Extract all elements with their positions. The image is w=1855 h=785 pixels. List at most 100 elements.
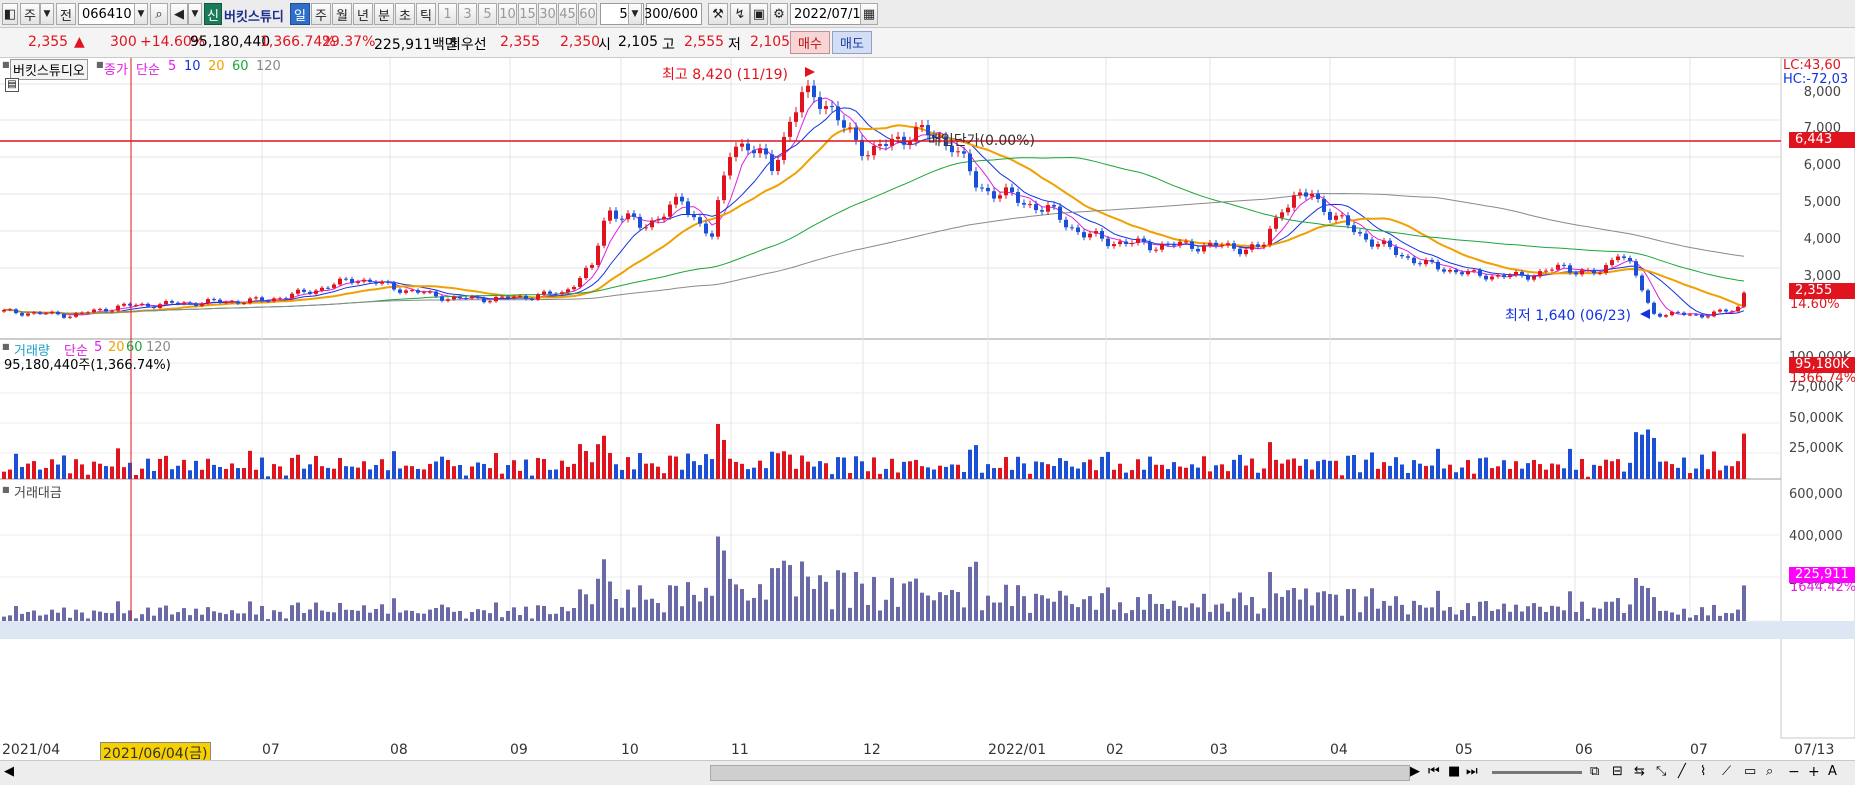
tab-second[interactable]: 초 xyxy=(395,3,415,25)
stop-icon[interactable]: ■ xyxy=(1448,764,1461,779)
trend-icon[interactable]: ⤡ xyxy=(1656,764,1667,779)
candle-body-139 xyxy=(836,106,840,121)
amount-bar-286 xyxy=(1718,615,1722,621)
x-label-10: 10 xyxy=(621,742,639,758)
volume-bar-181 xyxy=(1088,459,1092,479)
volume-bar-187 xyxy=(1124,472,1128,479)
table-toggle-icon[interactable]: ▤ xyxy=(5,78,19,92)
volume-bar-233 xyxy=(1400,464,1404,479)
forward-icon[interactable]: ⏭ xyxy=(1466,764,1478,779)
volume-bar-279 xyxy=(1676,467,1680,479)
candle-body-114 xyxy=(686,201,690,215)
candle-body-111 xyxy=(668,204,672,217)
tab-day[interactable]: 일 xyxy=(290,3,310,25)
calendar-icon[interactable]: ▦ xyxy=(860,3,878,25)
candle-body-89 xyxy=(536,294,540,300)
interval-1[interactable]: 1 xyxy=(438,3,457,25)
volume-bar-120 xyxy=(722,440,726,479)
zoom-out-icon[interactable]: − xyxy=(1788,764,1800,780)
candle-body-280 xyxy=(1682,312,1686,315)
price-panel-title[interactable]: 버킷스튜디오 xyxy=(10,59,88,80)
chart-canvas[interactable] xyxy=(0,58,1855,760)
auto-icon[interactable]: A xyxy=(1828,764,1837,779)
speed-slider[interactable] xyxy=(1492,771,1582,774)
interval-3[interactable]: 3 xyxy=(458,3,477,25)
amount-bar-110 xyxy=(662,612,666,621)
speaker-icon[interactable]: ◀ xyxy=(170,3,188,25)
fan-icon[interactable]: ⟋ xyxy=(1722,764,1732,779)
indicator-icon[interactable]: ⚒ xyxy=(708,3,728,25)
volume-bar-168 xyxy=(1010,469,1014,479)
volume-bar-115 xyxy=(692,461,696,479)
amount-bar-207 xyxy=(1244,605,1248,621)
volume-bar-48 xyxy=(290,457,294,479)
draw-tool-icon[interactable]: ↯ xyxy=(730,3,750,25)
zoom-in-icon[interactable]: + xyxy=(1808,764,1820,780)
speaker-dropdown-icon[interactable]: ▼ xyxy=(188,3,202,25)
amount-bar-14 xyxy=(86,618,90,621)
period-button[interactable]: 주 xyxy=(20,3,40,25)
scroll-thumb[interactable] xyxy=(710,765,1410,781)
save-icon[interactable]: ▣ xyxy=(750,3,768,25)
compare-icon[interactable]: ⇆ xyxy=(1634,764,1645,779)
interval-10[interactable]: 10 xyxy=(498,3,517,25)
zoom-search-icon[interactable]: ⌕ xyxy=(1766,764,1774,779)
rewind-icon[interactable]: ⏮ xyxy=(1428,764,1440,779)
volume-bar-171 xyxy=(1028,473,1032,479)
candle-body-109 xyxy=(656,219,660,221)
volume-title[interactable]: 거래량 xyxy=(14,344,50,359)
amount-handle-icon[interactable]: ■ xyxy=(2,485,10,494)
prev-button[interactable]: 전 xyxy=(56,3,76,25)
pattern-icon[interactable]: ⌇ xyxy=(1700,764,1707,779)
sell-button[interactable]: 매도 xyxy=(832,31,872,54)
amount-bar-203 xyxy=(1220,603,1224,621)
volume-bar-159 xyxy=(956,464,960,479)
amount-bar-116 xyxy=(698,601,702,621)
interval-45[interactable]: 45 xyxy=(558,3,577,25)
interval-dropdown-icon[interactable]: ▼ xyxy=(628,3,642,25)
tab-tick[interactable]: 틱 xyxy=(416,3,436,25)
candle-body-74 xyxy=(446,299,450,301)
code-dropdown-icon[interactable]: ▼ xyxy=(134,3,148,25)
tab-minute[interactable]: 분 xyxy=(374,3,394,25)
interval-15[interactable]: 15 xyxy=(518,3,537,25)
volume-bar-212 xyxy=(1274,459,1278,479)
candle-body-191 xyxy=(1148,242,1152,251)
volume-bar-195 xyxy=(1172,462,1176,479)
amount-bar-95 xyxy=(572,607,576,621)
stock-name[interactable]: 버킷스튜디 xyxy=(224,10,284,25)
volume-bar-146 xyxy=(878,473,882,479)
amount-bar-201 xyxy=(1208,611,1212,621)
interval-30[interactable]: 30 xyxy=(538,3,557,25)
volume-handle-icon[interactable]: ■ xyxy=(2,342,10,351)
panel-handle-icon[interactable]: ■ xyxy=(2,60,10,69)
amount-title[interactable]: 거래대금 xyxy=(14,486,62,501)
amount-bar-246 xyxy=(1478,601,1482,621)
stock-code-input[interactable]: 066410 xyxy=(78,3,148,25)
tab-year[interactable]: 년 xyxy=(353,3,373,25)
line-tool-icon[interactable]: ╱ xyxy=(1678,764,1686,779)
scroll-right-icon[interactable]: ▶ xyxy=(1410,764,1420,779)
chevron-down-icon[interactable]: ▼ xyxy=(40,3,54,25)
simple-ma-label: 단순 xyxy=(136,63,160,78)
interval-5[interactable]: 5 xyxy=(478,3,497,25)
buy-button[interactable]: 매수 xyxy=(790,31,830,54)
candle-body-243 xyxy=(1460,272,1464,275)
tab-week[interactable]: 주 xyxy=(311,3,331,25)
volume-bar-251 xyxy=(1508,468,1512,479)
tab-month[interactable]: 월 xyxy=(332,3,352,25)
bar-count-input[interactable]: 300/600 xyxy=(644,3,702,25)
gear-icon[interactable]: ⚙ xyxy=(770,3,788,25)
interval-60[interactable]: 60 xyxy=(578,3,597,25)
amount-bar-37 xyxy=(224,614,228,621)
layout-tool-icon[interactable]: ⧉ xyxy=(1590,764,1600,779)
scroll-left-icon[interactable]: ◀ xyxy=(4,764,14,779)
layout-icon[interactable]: ◧ xyxy=(2,3,18,25)
split-view-icon[interactable]: ⊟ xyxy=(1612,764,1623,779)
volume-bar-160 xyxy=(962,472,966,479)
view-icon[interactable]: ▭ xyxy=(1744,764,1757,779)
search-icon[interactable]: ⌕ xyxy=(150,3,168,25)
volume-bar-261 xyxy=(1568,448,1572,479)
volume-bar-189 xyxy=(1136,459,1140,479)
candle-body-244 xyxy=(1466,271,1470,275)
